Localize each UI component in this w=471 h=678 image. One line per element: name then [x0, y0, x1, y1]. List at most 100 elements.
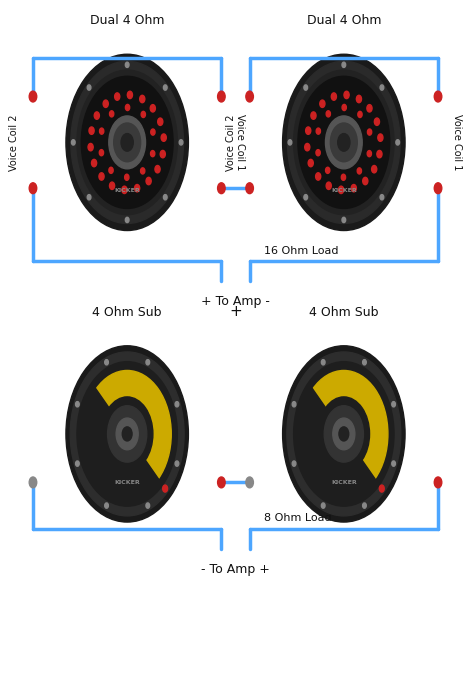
- Circle shape: [146, 359, 150, 365]
- Circle shape: [326, 182, 331, 189]
- Circle shape: [351, 184, 357, 192]
- Circle shape: [83, 370, 171, 498]
- Text: KICKER: KICKER: [114, 188, 140, 193]
- Circle shape: [396, 140, 399, 145]
- Circle shape: [320, 100, 325, 107]
- Circle shape: [363, 178, 368, 184]
- Circle shape: [292, 401, 296, 407]
- Circle shape: [321, 503, 325, 508]
- Circle shape: [114, 93, 120, 100]
- Text: KICKER: KICKER: [114, 480, 140, 485]
- Circle shape: [378, 134, 383, 141]
- Circle shape: [99, 173, 104, 180]
- Circle shape: [339, 427, 349, 441]
- Text: +: +: [229, 304, 242, 319]
- Circle shape: [318, 397, 370, 471]
- Circle shape: [29, 91, 37, 102]
- Circle shape: [94, 112, 99, 119]
- Wedge shape: [81, 387, 160, 500]
- Circle shape: [89, 127, 94, 134]
- Circle shape: [122, 186, 127, 193]
- Circle shape: [105, 503, 108, 508]
- Circle shape: [140, 168, 145, 174]
- Circle shape: [246, 91, 253, 102]
- Circle shape: [283, 54, 405, 231]
- Circle shape: [140, 96, 145, 102]
- Circle shape: [344, 92, 349, 98]
- Circle shape: [175, 401, 179, 407]
- Circle shape: [122, 427, 132, 441]
- Circle shape: [151, 129, 155, 135]
- Circle shape: [326, 111, 331, 117]
- Circle shape: [146, 178, 151, 184]
- Circle shape: [305, 144, 310, 151]
- Circle shape: [325, 116, 362, 169]
- Circle shape: [293, 361, 394, 506]
- Circle shape: [81, 76, 173, 209]
- Circle shape: [342, 62, 346, 67]
- Circle shape: [379, 485, 384, 492]
- Circle shape: [363, 503, 366, 508]
- Circle shape: [434, 91, 442, 102]
- Circle shape: [306, 127, 311, 134]
- Circle shape: [163, 85, 167, 90]
- Circle shape: [162, 485, 168, 492]
- Circle shape: [316, 128, 320, 134]
- Text: Voice Coil 1: Voice Coil 1: [235, 114, 245, 171]
- Text: Voice Coil 2: Voice Coil 2: [226, 114, 236, 171]
- Circle shape: [374, 118, 380, 125]
- Text: Voice Coil 1: Voice Coil 1: [452, 114, 462, 171]
- Circle shape: [75, 401, 79, 407]
- Circle shape: [342, 217, 346, 222]
- Circle shape: [367, 151, 372, 157]
- Circle shape: [107, 405, 147, 462]
- Circle shape: [316, 173, 321, 180]
- Text: Dual 4 Ohm: Dual 4 Ohm: [307, 14, 381, 27]
- Circle shape: [287, 352, 401, 516]
- Circle shape: [357, 168, 362, 174]
- Circle shape: [109, 182, 114, 189]
- Circle shape: [392, 461, 396, 466]
- Circle shape: [160, 151, 165, 158]
- Circle shape: [330, 123, 357, 162]
- Circle shape: [218, 91, 225, 102]
- Circle shape: [218, 477, 225, 488]
- Circle shape: [88, 144, 93, 151]
- Circle shape: [87, 85, 91, 90]
- Circle shape: [66, 54, 188, 231]
- Circle shape: [72, 140, 75, 145]
- Circle shape: [367, 104, 372, 112]
- Circle shape: [304, 195, 308, 200]
- Circle shape: [29, 477, 37, 488]
- Circle shape: [66, 346, 188, 522]
- Circle shape: [316, 150, 320, 156]
- Circle shape: [179, 140, 183, 145]
- Circle shape: [363, 359, 366, 365]
- Circle shape: [311, 112, 316, 119]
- Circle shape: [158, 118, 163, 125]
- Circle shape: [434, 477, 442, 488]
- Circle shape: [357, 96, 362, 102]
- Text: Voice Coil 2: Voice Coil 2: [9, 114, 19, 171]
- Circle shape: [70, 352, 184, 516]
- Circle shape: [116, 418, 138, 450]
- Circle shape: [246, 477, 253, 488]
- Circle shape: [150, 104, 155, 112]
- Text: + To Amp -: + To Amp -: [201, 295, 270, 308]
- Circle shape: [121, 134, 133, 151]
- Circle shape: [105, 359, 108, 365]
- Circle shape: [125, 104, 130, 111]
- Circle shape: [155, 165, 160, 173]
- Circle shape: [99, 150, 104, 156]
- Text: Dual 4 Ohm: Dual 4 Ohm: [90, 14, 164, 27]
- Circle shape: [358, 111, 362, 117]
- Circle shape: [163, 195, 167, 200]
- Circle shape: [218, 183, 225, 194]
- Circle shape: [367, 129, 372, 135]
- Circle shape: [109, 111, 114, 117]
- Circle shape: [321, 359, 325, 365]
- Circle shape: [125, 174, 129, 180]
- Circle shape: [135, 184, 140, 192]
- Circle shape: [288, 140, 292, 145]
- Circle shape: [380, 195, 384, 200]
